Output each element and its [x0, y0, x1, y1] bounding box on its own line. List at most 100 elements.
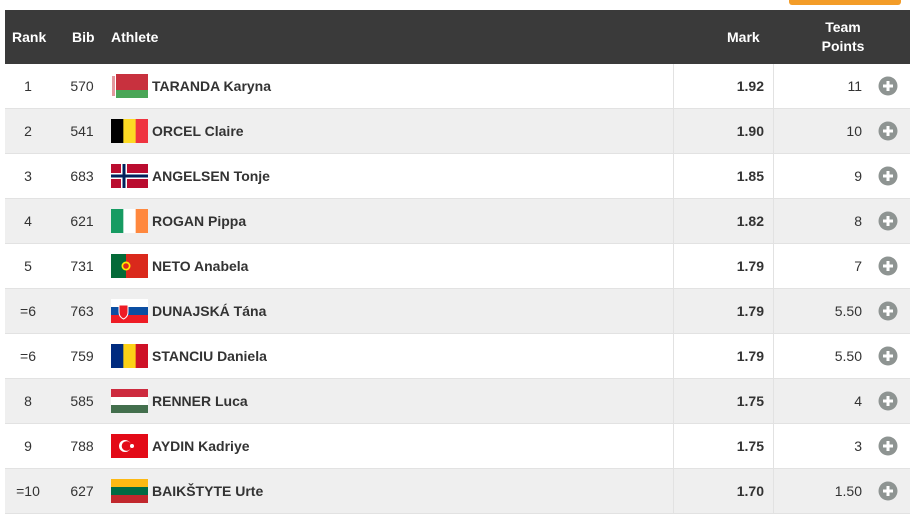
mark-cell: 1.92 — [673, 64, 774, 108]
flag-icon — [111, 289, 148, 333]
flag-icon — [111, 154, 148, 198]
bib-cell: 788 — [70, 438, 94, 454]
bib-cell: 585 — [70, 393, 94, 409]
points-cell: 7 — [854, 258, 862, 274]
plus-icon[interactable] — [878, 481, 898, 501]
rank-cell: 3 — [24, 168, 32, 184]
table-row: 4 621 ROGAN Pippa 1.82 8 — [5, 199, 910, 244]
athlete-name: ANGELSEN Tonje — [152, 168, 270, 184]
plus-icon[interactable] — [878, 346, 898, 366]
plus-icon[interactable] — [878, 76, 898, 96]
flag-icon — [111, 64, 148, 108]
plus-icon[interactable] — [878, 301, 898, 321]
flag-icon — [111, 469, 148, 513]
table-row: 8 585 RENNER Luca 1.75 4 — [5, 379, 910, 424]
flag — [111, 254, 148, 278]
points-cell: 10 — [846, 123, 862, 139]
flag-icon — [111, 334, 148, 378]
rank-cell: =6 — [20, 303, 36, 319]
mark-cell: 1.79 — [673, 334, 774, 378]
plus-icon[interactable] — [878, 166, 898, 186]
plus-icon[interactable] — [878, 256, 898, 276]
header-cell: Rank — [12, 29, 47, 45]
flag-icon — [111, 424, 148, 468]
rank-cell: 8 — [24, 393, 32, 409]
flag-icon — [111, 109, 148, 153]
mark-cell: 1.75 — [673, 424, 774, 468]
expand-button[interactable] — [878, 244, 898, 288]
flag — [111, 299, 148, 323]
orange-button[interactable] — [789, 0, 901, 5]
plus-icon[interactable] — [878, 121, 898, 141]
points-cell: 3 — [854, 438, 862, 454]
athlete-name: DUNAJSKÁ Tána — [152, 303, 267, 319]
rank-cell: 4 — [24, 213, 32, 229]
flag — [111, 479, 148, 503]
bib-cell: 621 — [70, 213, 94, 229]
points-cell: 5.50 — [834, 348, 862, 364]
athlete-name: AYDIN Kadriye — [152, 438, 250, 454]
table-row: 5 731 NETO Anabela 1.79 7 — [5, 244, 910, 289]
expand-button[interactable] — [878, 379, 898, 423]
expand-button[interactable] — [878, 424, 898, 468]
mark-cell: 1.85 — [673, 154, 774, 198]
expand-button[interactable] — [878, 109, 898, 153]
rank-cell: 2 — [24, 123, 32, 139]
expand-button[interactable] — [878, 64, 898, 108]
athlete-name: TARANDA Karyna — [152, 78, 272, 94]
flag — [111, 74, 148, 98]
table-row: =10 627 BAIKŠTYTE Urte 1.70 1.50 — [5, 469, 910, 514]
table-row: 2 541 ORCEL Claire 1.90 10 — [5, 109, 910, 154]
table-row: =6 759 STANCIU Daniela 1.79 5.50 — [5, 334, 910, 379]
mark-cell: 1.70 — [673, 469, 774, 513]
header-cell: Team Points — [821, 19, 865, 54]
rank-cell: =6 — [20, 348, 36, 364]
rank-cell: 1 — [24, 78, 32, 94]
flag-icon — [111, 244, 148, 288]
points-cell: 11 — [847, 78, 862, 94]
bib-cell: 570 — [70, 78, 94, 94]
plus-icon[interactable] — [878, 436, 898, 456]
table-row: 1 570 TARANDA Karyna 1.92 11 — [5, 64, 910, 109]
expand-button[interactable] — [878, 199, 898, 243]
header-cell: Athlete — [111, 29, 159, 45]
table-row: =6 763 DUNAJSKÁ Tána 1.79 5.50 — [5, 289, 910, 334]
header-cell: Bib — [72, 29, 95, 45]
bib-cell: 731 — [70, 258, 94, 274]
table-row: 9 788 AYDIN Kadriye 1.75 3 — [5, 424, 910, 469]
athlete-name: RENNER Luca — [152, 393, 248, 409]
flag-icon — [111, 379, 148, 423]
header-cell: Mark — [727, 29, 760, 45]
mark-cell: 1.79 — [673, 244, 774, 288]
athlete-name: BAIKŠTYTE Urte — [152, 483, 264, 499]
flag — [111, 209, 148, 233]
mark-cell: 1.75 — [673, 379, 774, 423]
expand-button[interactable] — [878, 334, 898, 378]
points-cell: 4 — [854, 393, 862, 409]
plus-icon[interactable] — [878, 211, 898, 231]
bib-cell: 627 — [70, 483, 94, 499]
athlete-name: ROGAN Pippa — [152, 213, 247, 229]
flag — [111, 344, 148, 368]
flag — [111, 164, 148, 188]
table-row: 3 683 ANGELSEN Tonje 1.85 9 — [5, 154, 910, 199]
expand-button[interactable] — [878, 469, 898, 513]
rank-cell: =10 — [16, 483, 40, 499]
expand-button[interactable] — [878, 154, 898, 198]
expand-button[interactable] — [878, 289, 898, 333]
rank-cell: 9 — [24, 438, 32, 454]
athlete-name: ORCEL Claire — [152, 123, 244, 139]
flag-icon — [111, 199, 148, 243]
plus-icon[interactable] — [878, 391, 898, 411]
flag — [111, 434, 148, 458]
rank-cell: 5 — [24, 258, 32, 274]
results-table: Rank Bib Athlete Mark Team Points 1 570 TA… — [5, 10, 910, 514]
mark-cell: 1.79 — [673, 289, 774, 333]
points-cell: 9 — [854, 168, 862, 184]
bib-cell: 683 — [70, 168, 94, 184]
athlete-name: STANCIU Daniela — [152, 348, 267, 364]
mark-cell: 1.82 — [673, 199, 774, 243]
points-cell: 5.50 — [834, 303, 862, 319]
table-header: Rank Bib Athlete Mark Team Points — [5, 10, 910, 64]
